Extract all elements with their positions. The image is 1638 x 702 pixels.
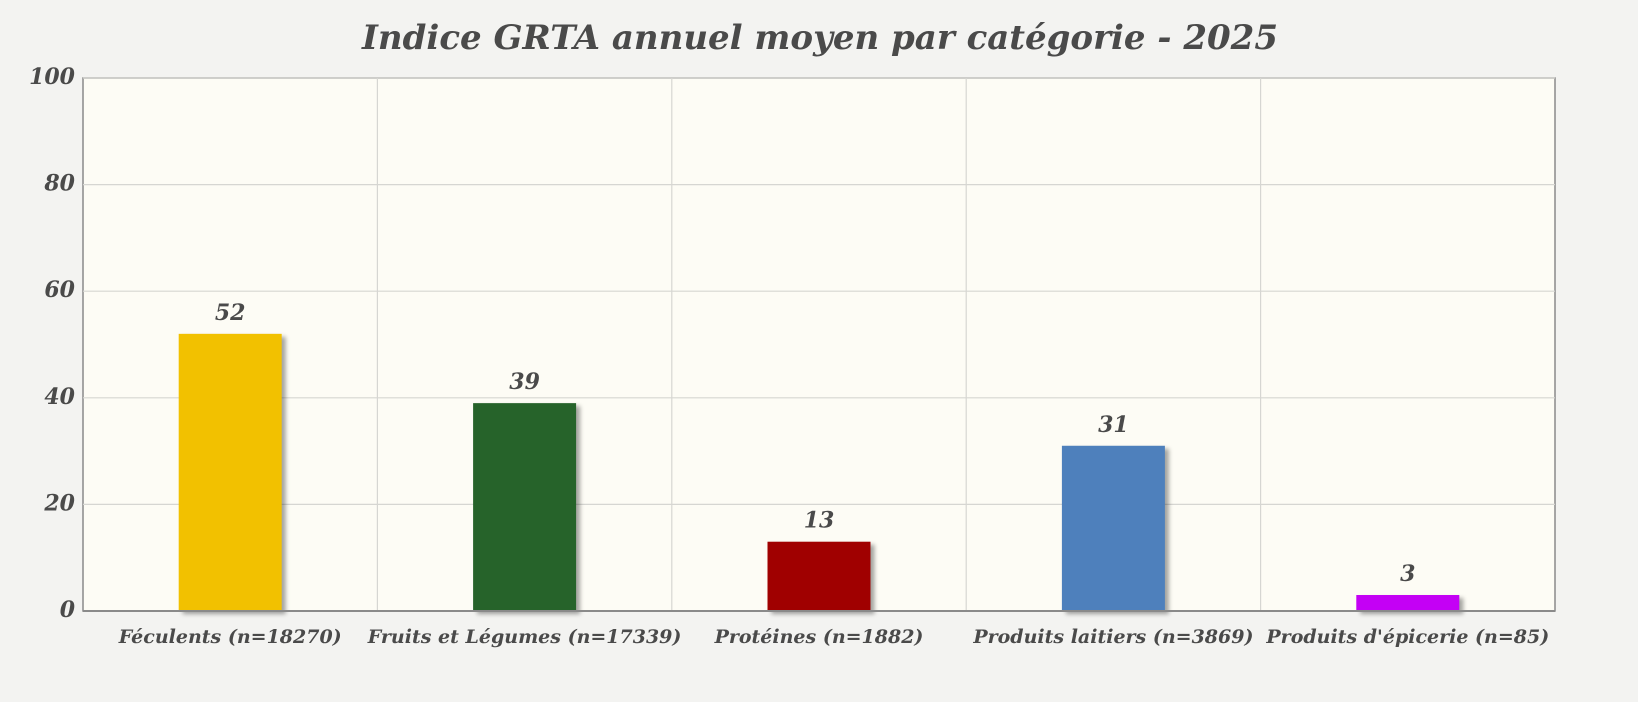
y-tick-label: 0: [60, 597, 76, 623]
y-tick-label: 40: [44, 384, 75, 410]
bar: [1061, 445, 1165, 611]
value-label: 52: [215, 300, 246, 326]
value-label: 31: [1098, 412, 1129, 438]
bar: [1356, 595, 1460, 611]
y-tick-label: 100: [29, 64, 76, 90]
x-tick-label: Féculents (n=18270): [118, 626, 342, 648]
x-tick-label: Fruits et Légumes (n=17339): [367, 626, 682, 648]
y-tick-label: 80: [43, 171, 75, 197]
bar: [767, 541, 871, 611]
bar: [178, 333, 282, 611]
value-label: 39: [509, 369, 540, 395]
x-tick-label: Protéines (n=1882): [714, 626, 924, 648]
x-tick-label: Produits d'épicerie (n=85): [1265, 626, 1549, 648]
plot-area: [82, 77, 1556, 612]
value-label: 3: [1400, 561, 1415, 587]
y-tick-label: 20: [43, 490, 75, 516]
bar: [473, 403, 577, 611]
x-tick-label: Produits laitiers (n=3869): [972, 626, 1253, 648]
chart-title: Indice GRTA annuel moyen par catégorie -…: [361, 18, 1278, 58]
value-label: 13: [804, 508, 835, 534]
y-tick-label: 60: [44, 277, 75, 303]
